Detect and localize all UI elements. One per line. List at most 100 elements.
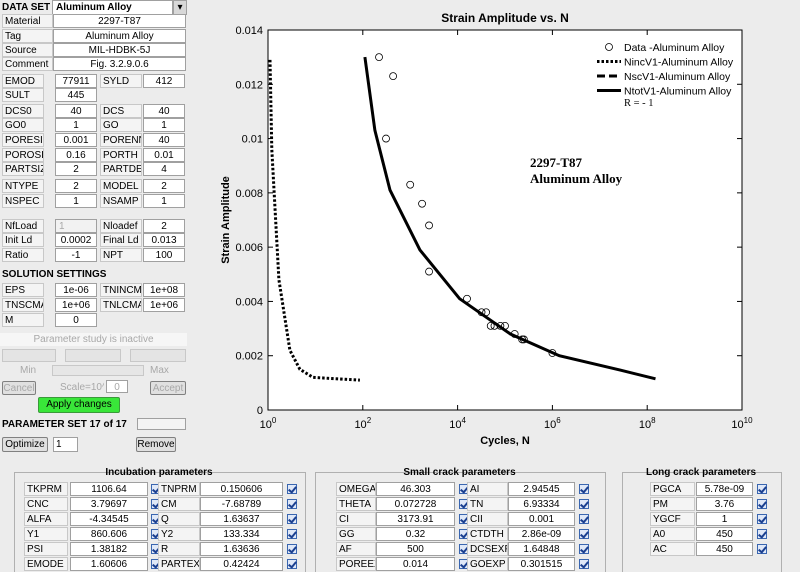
x-tick-label: 106	[544, 416, 561, 431]
param-value[interactable]: 1	[696, 512, 753, 526]
checkbox[interactable]	[579, 484, 589, 494]
param-value[interactable]: 1.38182	[70, 542, 148, 556]
param-value[interactable]: 1106.64	[70, 482, 148, 496]
param-label: SYLD	[100, 74, 142, 88]
param-value[interactable]: 6.93334	[508, 497, 575, 511]
checkbox[interactable]	[757, 499, 767, 509]
param-value[interactable]: 1e+08	[143, 283, 185, 297]
optimize-button[interactable]: Optimize	[2, 437, 48, 452]
param-value[interactable]: 0.001	[508, 512, 575, 526]
checkbox[interactable]	[579, 514, 589, 524]
param-value[interactable]: 4	[143, 162, 185, 176]
accept-button[interactable]: Accept	[150, 381, 186, 395]
checkbox[interactable]	[579, 529, 589, 539]
param-value[interactable]: 1	[143, 118, 185, 132]
data-set-dropdown[interactable]: Aluminum Alloy	[52, 0, 173, 15]
remove-button[interactable]: Remove	[136, 437, 176, 452]
param-value[interactable]: 1	[55, 118, 97, 132]
checkbox[interactable]	[757, 544, 767, 554]
param-value[interactable]: 412	[143, 74, 185, 88]
param-value[interactable]: 0.0002	[55, 233, 97, 247]
param-value[interactable]: 0.150606	[200, 482, 283, 496]
checkbox[interactable]	[287, 514, 297, 524]
checkbox[interactable]	[287, 484, 297, 494]
param-value[interactable]: 40	[143, 104, 185, 118]
param-value[interactable]: 860.606	[70, 527, 148, 541]
param-value[interactable]: 450	[696, 542, 753, 556]
checkbox[interactable]	[579, 499, 589, 509]
checkbox[interactable]	[287, 544, 297, 554]
param-value[interactable]: 0.072728	[376, 497, 455, 511]
param-value[interactable]: 1.64848	[508, 542, 575, 556]
param-value[interactable]: 450	[696, 527, 753, 541]
param-value[interactable]: 5.78e-09	[696, 482, 753, 496]
param-value[interactable]: 1.63636	[200, 542, 283, 556]
param-label: TN	[467, 497, 508, 511]
checkbox[interactable]	[287, 499, 297, 509]
checkbox[interactable]	[757, 529, 767, 539]
param-value[interactable]: 0.014	[376, 557, 455, 571]
param-value[interactable]: 100	[143, 248, 185, 262]
field-value[interactable]: Fig. 3.2.9.0.6	[53, 57, 186, 71]
checkbox[interactable]	[579, 544, 589, 554]
parameter-slider[interactable]	[137, 418, 186, 430]
param-value[interactable]: 500	[376, 542, 455, 556]
tick-base: 10	[639, 419, 651, 431]
param-value[interactable]: 1.63637	[200, 512, 283, 526]
tick-exponent: 2	[367, 416, 372, 425]
param-value[interactable]: 0.42424	[200, 557, 283, 571]
param-label: CM	[158, 497, 200, 511]
param-value[interactable]: 40	[55, 104, 97, 118]
param-value[interactable]: 0.301515	[508, 557, 575, 571]
param-value[interactable]: 2	[143, 219, 185, 233]
param-label: POREEX	[336, 557, 376, 571]
field-value[interactable]: Aluminum Alloy	[53, 29, 186, 43]
param-value[interactable]: 1	[55, 194, 97, 208]
param-value[interactable]: 3173.91	[376, 512, 455, 526]
param-value[interactable]: 2	[143, 179, 185, 193]
checkbox[interactable]	[579, 559, 589, 569]
set-dropdown[interactable]: 1	[53, 437, 78, 452]
param-value[interactable]: 1.60606	[70, 557, 148, 571]
param-value[interactable]: 0.01	[143, 148, 185, 162]
field-value[interactable]: 2297-T87	[53, 14, 186, 28]
param-value[interactable]: 77911	[55, 74, 97, 88]
data-point	[486, 321, 495, 330]
checkbox[interactable]	[757, 514, 767, 524]
param-value[interactable]: 2	[55, 162, 97, 176]
checkbox[interactable]	[287, 529, 297, 539]
dropdown-arrow[interactable]: ▾	[173, 0, 187, 15]
param-value[interactable]: 40	[143, 133, 185, 147]
param-value[interactable]: 3.79697	[70, 497, 148, 511]
param-value[interactable]: 133.334	[200, 527, 283, 541]
param-value[interactable]: -1	[55, 248, 97, 262]
param-value[interactable]: 2.86e-09	[508, 527, 575, 541]
param-label: GG	[336, 527, 376, 541]
param-value[interactable]: 1e-06	[55, 283, 97, 297]
param-dropdown[interactable]: 1	[55, 219, 97, 233]
param-value[interactable]: -4.34545	[70, 512, 148, 526]
param-value[interactable]: 3.76	[696, 497, 753, 511]
param-value[interactable]: 46.303	[376, 482, 455, 496]
param-label: Ratio	[2, 248, 44, 262]
param-value[interactable]: 0.32	[376, 527, 455, 541]
param-value[interactable]: 445	[55, 88, 97, 102]
param-value[interactable]: 2	[55, 179, 97, 193]
section-title: SOLUTION SETTINGS	[2, 269, 107, 280]
apply-button[interactable]: Apply changes	[38, 397, 120, 413]
param-label: SULT	[2, 88, 44, 102]
param-value[interactable]: 1	[143, 194, 185, 208]
param-value[interactable]: 2.94545	[508, 482, 575, 496]
param-value[interactable]: 1e+06	[143, 298, 185, 312]
param-value[interactable]: 0	[55, 313, 97, 327]
field-value[interactable]: MIL-HDBK-5J	[53, 43, 186, 57]
param-value[interactable]: -7.68789	[200, 497, 283, 511]
param-value[interactable]: 0.16	[55, 148, 97, 162]
data-point	[382, 134, 390, 143]
param-value[interactable]: 0.013	[143, 233, 185, 247]
checkbox[interactable]	[757, 484, 767, 494]
param-value[interactable]: 1e+06	[55, 298, 97, 312]
cancel-button[interactable]: Cancel	[2, 381, 36, 395]
checkbox[interactable]	[287, 559, 297, 569]
param-value[interactable]: 0.001	[55, 133, 97, 147]
